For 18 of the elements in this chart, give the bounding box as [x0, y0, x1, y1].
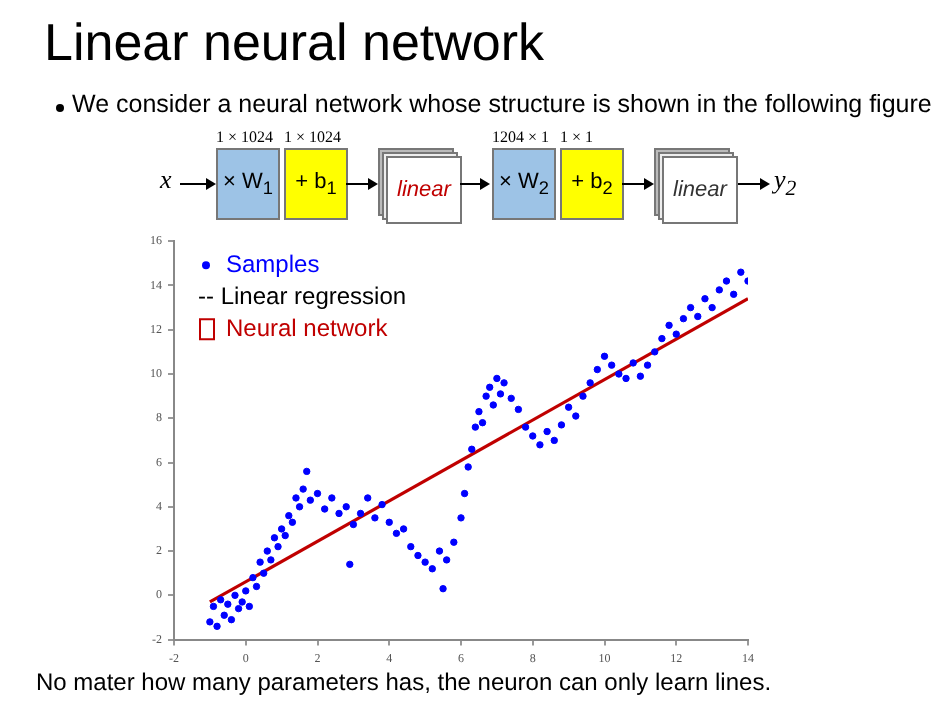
text: + b$_{2}$ — [571, 169, 613, 199]
text: No mater how many parameters has, the neuron can only learn lines. — [36, 668, 772, 696]
text: linear — [673, 178, 727, 202]
text: 1 × 1 — [560, 128, 596, 146]
text: y$_{2}$ — [774, 164, 797, 202]
text: x — [160, 164, 172, 196]
text: + b$_{1}$ — [295, 169, 337, 199]
legend-label: Neural network — [226, 313, 390, 342]
text: × W$_{1}$ — [223, 169, 273, 199]
text: × W$_{2}$ — [499, 169, 549, 199]
chart-subtitle: We consider a neural network whose structure is shown in the following figure — [72, 90, 932, 118]
text: 1204 × 1 — [492, 128, 550, 146]
text: 1 × 1024 — [216, 128, 274, 146]
text: 1 × 1024 — [284, 128, 344, 146]
legend-label: Samples — [226, 249, 320, 278]
annotation: -- Linear regression — [198, 281, 407, 310]
text: linear — [397, 178, 451, 202]
chart-title: Linear neural network — [44, 12, 545, 72]
